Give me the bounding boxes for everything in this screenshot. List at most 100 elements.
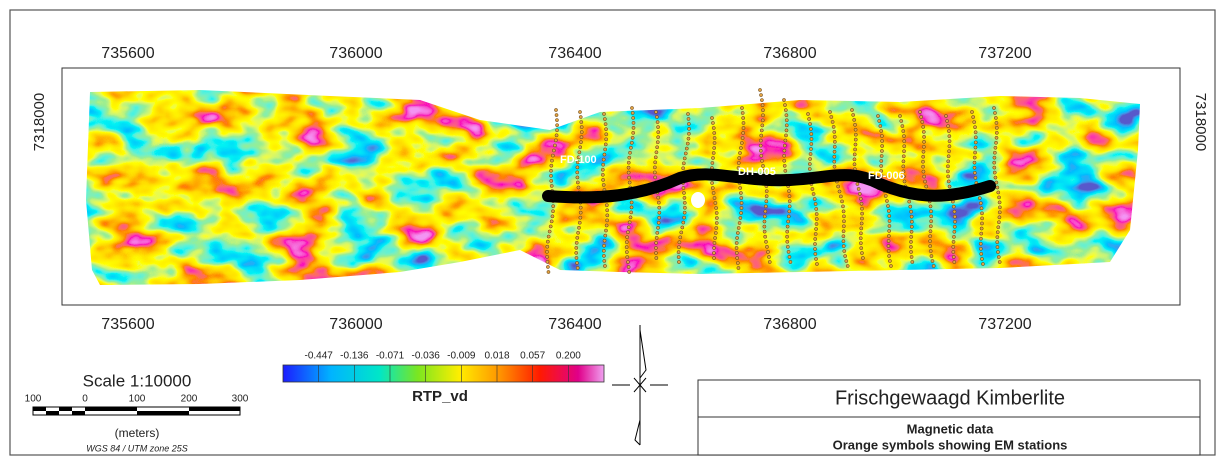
- em-station: [681, 166, 686, 171]
- em-station: [782, 163, 787, 168]
- em-station: [679, 230, 684, 235]
- em-station: [714, 226, 719, 230]
- em-station: [951, 204, 956, 209]
- em-station: [909, 224, 914, 229]
- em-station: [909, 214, 914, 219]
- em-station: [549, 173, 553, 178]
- em-station: [814, 222, 819, 226]
- em-station: [737, 221, 742, 225]
- traverse-line: [542, 168, 996, 204]
- em-station: [879, 164, 884, 168]
- em-station: [853, 147, 857, 152]
- em-station: [712, 196, 717, 200]
- em-station: [843, 254, 848, 258]
- em-station: [574, 251, 579, 255]
- em-station: [928, 204, 933, 209]
- em-station: [627, 220, 632, 225]
- em-station: [972, 120, 977, 124]
- em-station: [577, 225, 581, 230]
- em-station: [784, 133, 788, 138]
- em-station: [575, 180, 580, 185]
- em-station: [602, 259, 607, 263]
- em-station: [657, 205, 662, 210]
- em-station: [714, 206, 719, 210]
- em-station: [574, 256, 579, 260]
- em-station: [879, 174, 884, 178]
- scale-bar: [32, 406, 241, 416]
- em-station: [555, 128, 559, 133]
- em-station: [997, 205, 1002, 210]
- em-station: [575, 170, 580, 175]
- em-station: [734, 251, 739, 255]
- em-station: [575, 261, 579, 265]
- em-station: [782, 153, 787, 158]
- em-station: [952, 234, 956, 239]
- em-station: [879, 169, 884, 173]
- em-station: [682, 200, 687, 205]
- em-station: [993, 175, 998, 180]
- em-station: [656, 130, 661, 134]
- em-station: [813, 232, 818, 236]
- em-station: [655, 230, 660, 235]
- em-station: [627, 175, 631, 180]
- em-station: [736, 166, 741, 170]
- em-station: [994, 126, 999, 130]
- em-station: [994, 135, 999, 140]
- em-station: [946, 174, 950, 179]
- legend-tick-label: 0.018: [484, 351, 509, 362]
- em-station: [787, 209, 792, 214]
- em-station: [852, 162, 857, 167]
- em-station: [809, 132, 814, 136]
- em-station: [711, 121, 715, 125]
- scale-unit: (meters): [115, 426, 160, 440]
- em-station: [574, 246, 579, 250]
- em-station: [655, 140, 660, 145]
- em-station: [902, 144, 907, 149]
- em-station: [739, 141, 744, 145]
- em-station: [855, 182, 860, 186]
- em-station: [554, 138, 558, 143]
- em-station: [850, 108, 854, 112]
- em-station: [579, 135, 584, 140]
- em-station: [760, 98, 764, 102]
- em-station: [736, 226, 741, 230]
- em-station: [785, 224, 790, 229]
- em-station: [602, 117, 607, 121]
- legend-tick-label: -0.036: [411, 351, 440, 362]
- em-station: [813, 202, 818, 206]
- em-station: [712, 256, 716, 260]
- em-station: [626, 170, 631, 175]
- em-station: [601, 178, 605, 182]
- em-station: [860, 251, 864, 255]
- em-station: [920, 120, 925, 124]
- em-station: [921, 130, 926, 134]
- em-station: [992, 155, 997, 160]
- legend-tick-label: 0.057: [520, 351, 545, 362]
- em-station: [979, 231, 984, 236]
- em-station: [653, 160, 658, 165]
- em-station: [880, 149, 884, 153]
- em-station: [654, 246, 658, 250]
- em-station: [711, 191, 716, 195]
- scale-title: Scale 1:10000: [83, 371, 192, 390]
- em-station: [856, 187, 861, 191]
- em-station: [601, 248, 606, 253]
- em-station: [712, 141, 717, 145]
- em-station: [686, 117, 691, 121]
- em-station: [994, 121, 999, 125]
- em-station: [909, 250, 913, 254]
- em-station: [924, 184, 929, 189]
- em-station: [836, 184, 841, 189]
- em-station: [739, 206, 744, 210]
- em-station: [549, 179, 554, 183]
- color-bar: [282, 364, 605, 383]
- em-station: [762, 229, 767, 234]
- em-station: [880, 134, 884, 138]
- em-station: [842, 214, 846, 219]
- em-station: [995, 240, 1000, 244]
- em-station: [761, 108, 765, 113]
- em-station: [630, 135, 635, 140]
- em-station: [947, 134, 952, 138]
- em-station: [654, 241, 658, 245]
- em-station: [740, 106, 744, 110]
